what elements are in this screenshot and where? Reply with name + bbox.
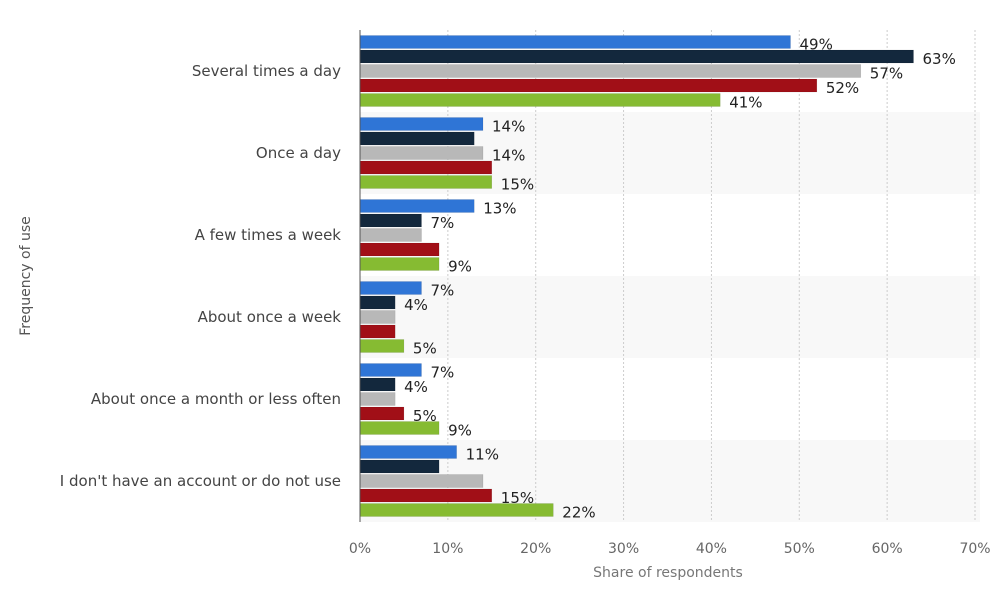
bar-value-label: 14% — [492, 147, 525, 165]
bar — [359, 117, 484, 131]
bar — [359, 93, 721, 107]
bar-value-label: 15% — [501, 176, 534, 194]
x-tick-label: 60% — [872, 541, 903, 557]
x-tick-label: 20% — [520, 541, 551, 557]
bar — [359, 213, 422, 228]
x-axis-label: Share of respondents — [593, 565, 743, 581]
bar-value-label: 4% — [404, 378, 428, 396]
bar — [359, 146, 484, 160]
bar — [359, 281, 422, 295]
bar — [359, 242, 440, 257]
bar — [359, 339, 405, 353]
bar — [359, 78, 818, 93]
bar — [359, 459, 440, 474]
bar-value-label: 4% — [404, 296, 428, 314]
bar — [359, 310, 396, 324]
bar-value-label: 22% — [562, 504, 595, 522]
bar-value-label: 7% — [431, 282, 455, 300]
bar — [359, 445, 457, 459]
bar — [359, 392, 396, 406]
bar — [359, 175, 493, 189]
category-label: About once a week — [198, 308, 342, 326]
bar-value-label: 7% — [431, 364, 455, 382]
bar-value-label: 15% — [501, 489, 534, 507]
x-tick-label: 30% — [608, 541, 639, 557]
bar-value-label: 63% — [923, 50, 956, 68]
bar — [359, 228, 422, 242]
bar — [359, 199, 475, 213]
bar-value-label: 11% — [466, 446, 499, 464]
y-axis-label: Frequency of use — [18, 216, 34, 336]
category-band — [360, 276, 980, 358]
bar-value-label: 57% — [870, 65, 903, 83]
x-tick-label: 70% — [959, 541, 990, 557]
bar — [359, 131, 475, 146]
bar-value-label: 9% — [448, 258, 472, 276]
category-label: I don't have an account or do not use — [60, 472, 341, 490]
bar-value-label: 5% — [413, 407, 437, 425]
bar — [359, 488, 493, 503]
bar-value-label: 7% — [431, 214, 455, 232]
bar-value-label: 41% — [729, 94, 762, 112]
x-tick-label: 10% — [432, 541, 463, 557]
bar — [359, 324, 396, 339]
category-label: Several times a day — [192, 62, 341, 80]
category-label: Once a day — [256, 144, 341, 162]
bar — [359, 363, 422, 377]
bar — [359, 406, 405, 421]
bar — [359, 257, 440, 271]
bar-value-label: 14% — [492, 118, 525, 136]
x-tick-label: 0% — [349, 541, 371, 557]
bar-value-label: 5% — [413, 340, 437, 358]
bar — [359, 295, 396, 310]
bar-value-label: 9% — [448, 422, 472, 440]
bar — [359, 377, 396, 392]
bar-value-label: 52% — [826, 79, 859, 97]
bar-value-label: 49% — [800, 36, 833, 54]
x-tick-label: 40% — [696, 541, 727, 557]
bar — [359, 474, 484, 488]
category-label: About once a month or less often — [91, 390, 341, 408]
category-label: A few times a week — [195, 226, 342, 244]
bar — [359, 35, 791, 49]
x-tick-label: 50% — [784, 541, 815, 557]
bar — [359, 160, 493, 175]
bar-value-label: 13% — [483, 200, 516, 218]
bar — [359, 64, 862, 78]
